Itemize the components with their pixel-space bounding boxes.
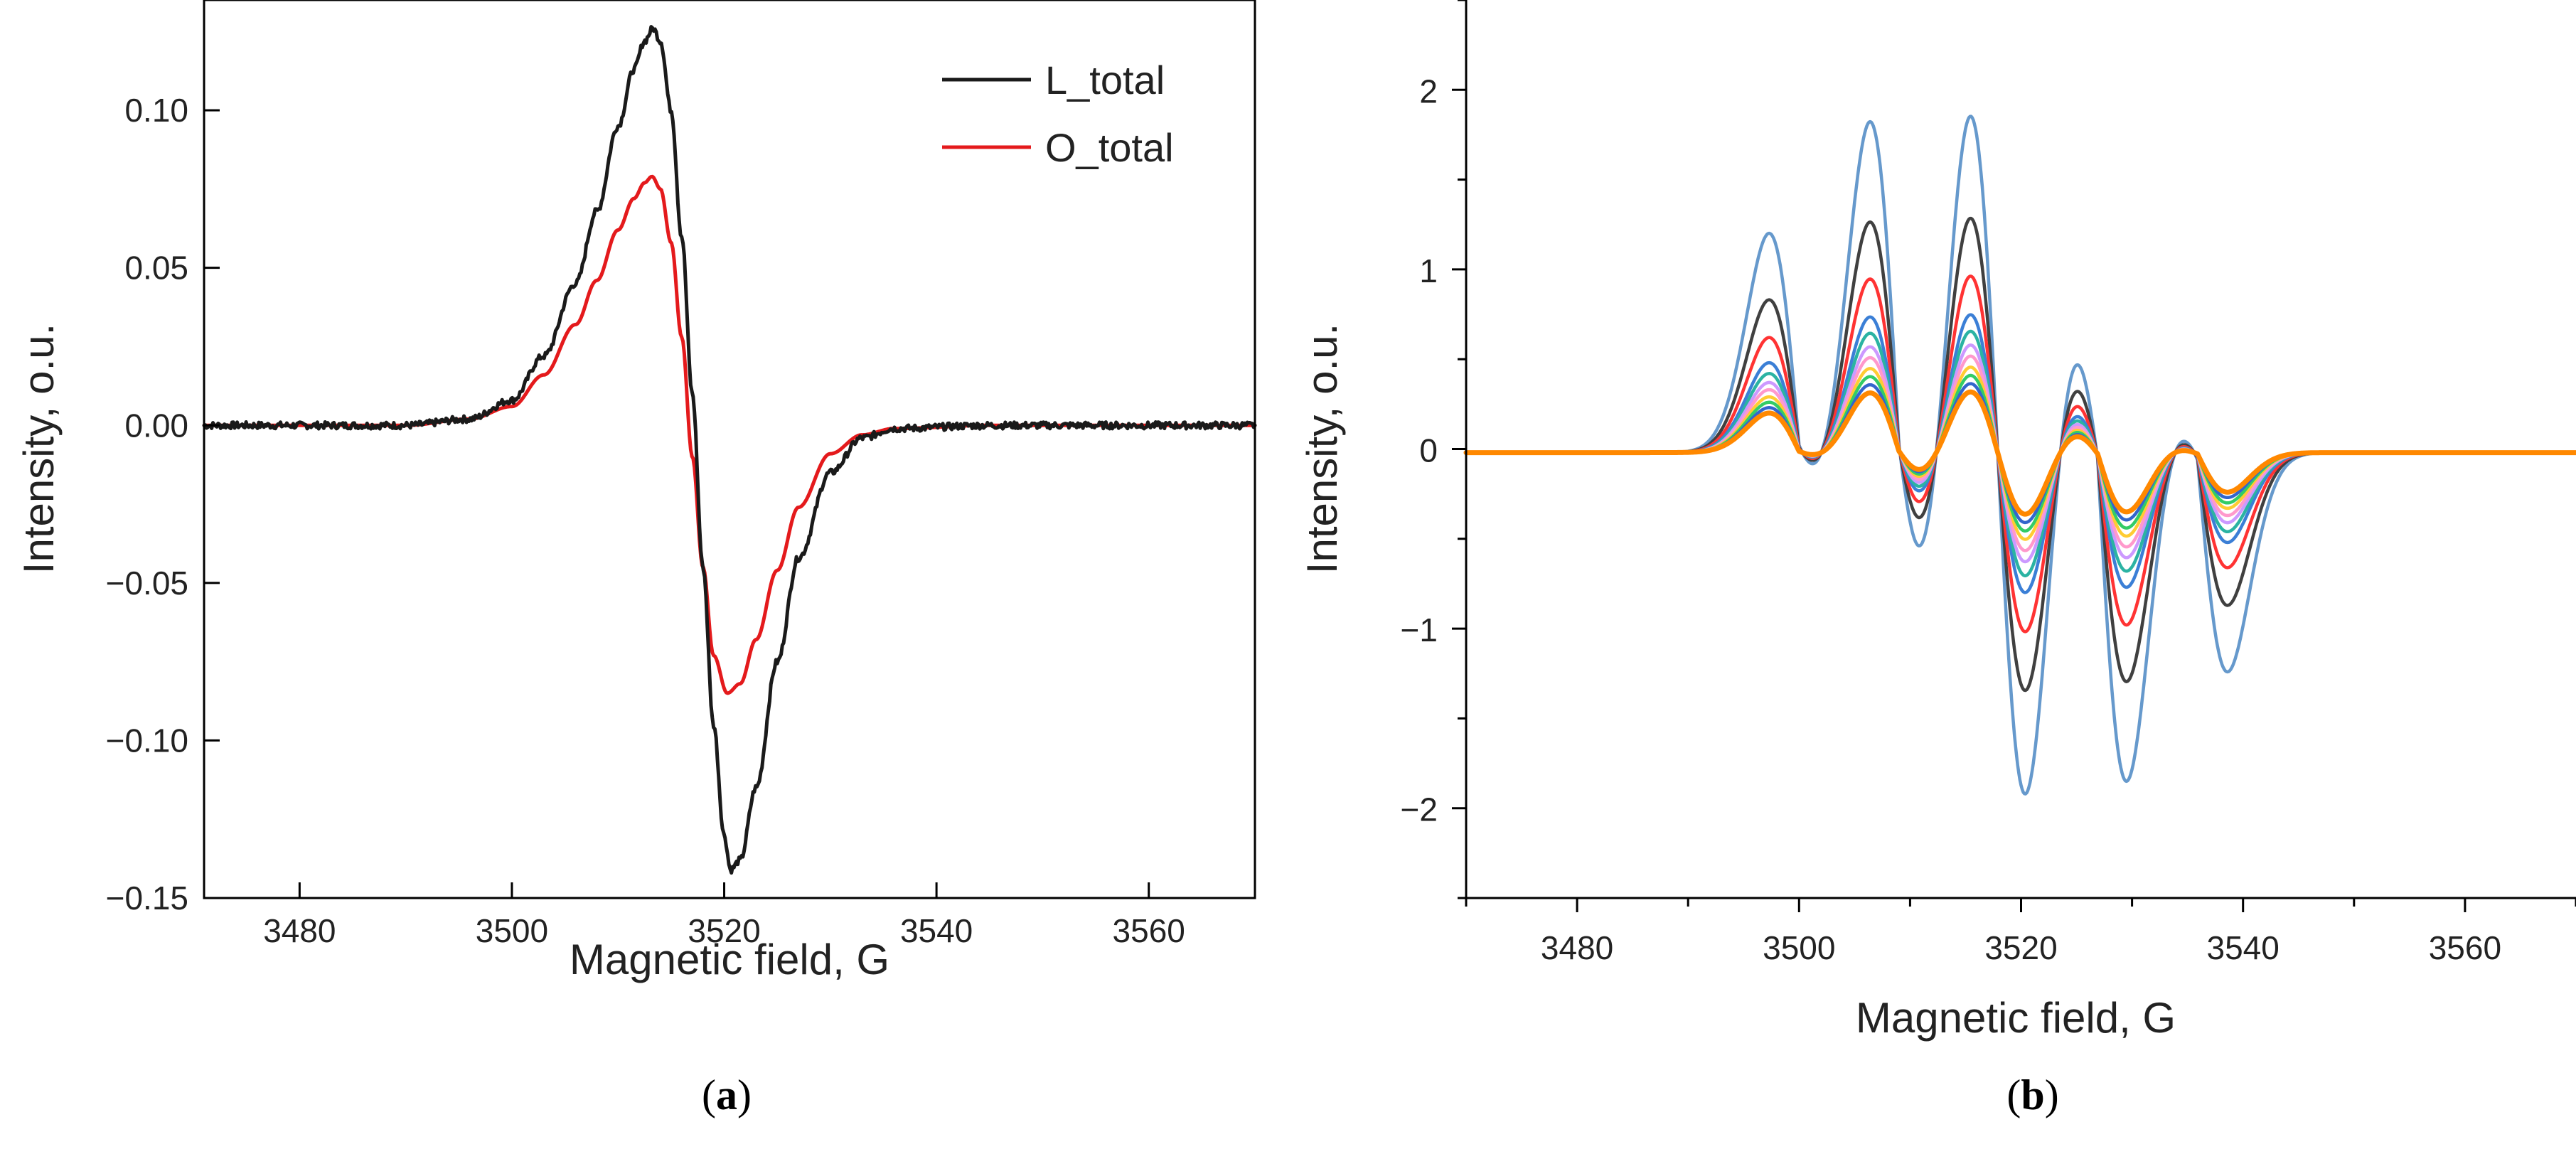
panel-a-x-axis-title: Magnetic field, G [570,936,889,983]
panel-b-y-tick-label: −2 [1401,791,1438,828]
panel-a-x-tick-label: 3500 [476,912,548,949]
panel-a-y-tick-label: −0.15 [106,880,188,916]
panel-b-x-tick-label: 3480 [1541,929,1613,966]
chart-panel-b: 3480 3500 3520 3540 3560 2 1 0 −1 −2 Magnetic fi… [1298,0,2576,1118]
panel-a-y-tick-label: 0.00 [124,407,188,444]
panel-b-series-s11 [1463,389,2576,517]
panel-a-caption-letter: a [716,1071,737,1118]
chart-panel-a: 3480 3500 3520 3540 3560 0.10 0.05 0.00 −0.05 −0… [15,0,1257,1118]
panel-b-y-ticks: 2 1 0 −1 −2 [1401,0,1466,899]
panel-b-caption-letter: b [2021,1071,2044,1118]
panel-a-y-axis-title: Intensity, o.u. [15,324,63,574]
legend-label-l-total: L_total [1045,58,1165,102]
panel-b-x-ticks: 3480 3500 3520 3540 3560 [1465,898,2576,966]
panel-b-x-axis-title: Magnetic field, G [1856,994,2176,1042]
panel-b-caption: (b) [2006,1071,2058,1118]
panel-a-y-tick-label: 0.10 [124,92,188,129]
panel-b-y-tick-label: −1 [1401,611,1438,648]
panel-a-series-group [202,25,1257,875]
panel-b-series-group [1463,114,2576,796]
panel-b-x-tick-label: 3560 [2429,929,2501,966]
panel-a-frame [203,0,1256,899]
panel-b-x-tick-label: 3500 [1763,929,1835,966]
panel-a-y-tick-label: −0.10 [106,722,188,759]
panel-b-y-axis-title: Intensity, o.u. [1298,324,1346,574]
panel-a-series-o-total [202,174,1257,695]
panel-b-y-tick-label: 2 [1419,73,1438,109]
panel-a-x-tick-label: 3480 [263,912,336,949]
panel-b-y-tick-label: 1 [1419,252,1438,289]
panel-b-y-tick-label: 0 [1419,432,1438,469]
panel-a-y-tick-label: −0.05 [106,565,188,602]
panel-a-x-tick-label: 3540 [900,912,973,949]
panel-b-x-tick-label: 3520 [1984,929,2057,966]
panel-a-series-l-total [202,25,1257,875]
panel-a-y-tick-label: 0.05 [124,250,188,287]
panel-a-x-ticks: 3480 3500 3520 3540 3560 [263,882,1185,949]
panel-a-x-tick-label: 3520 [688,912,760,949]
panel-b-x-tick-label: 3540 [2207,929,2280,966]
panel-a-y-ticks: 0.10 0.05 0.00 −0.05 −0.10 −0.15 [106,92,220,916]
legend-label-o-total: O_total [1045,125,1174,170]
panel-a-caption: (a) [702,1071,752,1118]
panel-a-x-tick-label: 3560 [1113,912,1185,949]
panel-a-legend: L_total O_total [942,58,1174,170]
